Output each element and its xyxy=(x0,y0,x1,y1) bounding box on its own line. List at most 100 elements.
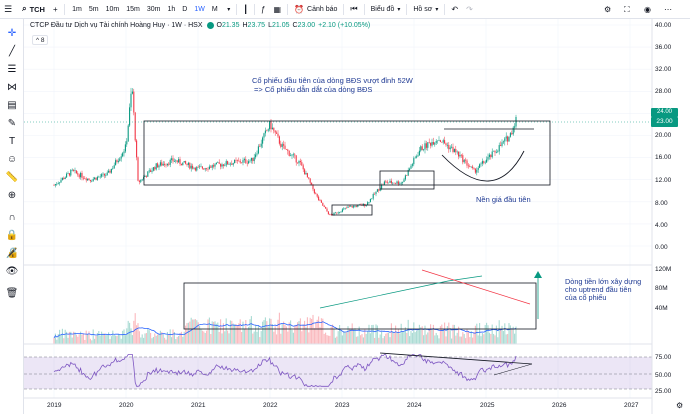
candle-body xyxy=(252,157,254,162)
profile-menu-button[interactable]: Hồ sơ ▾ xyxy=(409,0,442,19)
timeframe-1w[interactable]: 1W xyxy=(194,5,205,13)
snapshot-button[interactable]: ◉ xyxy=(644,0,651,19)
trendline-tool[interactable]: ╱ xyxy=(4,43,20,59)
volume-bar xyxy=(515,326,517,344)
chart-area[interactable] xyxy=(24,19,654,414)
replay-button[interactable]: ⏮ xyxy=(346,0,361,19)
lock-tool[interactable]: 🔒 xyxy=(4,227,20,243)
volume-bar xyxy=(507,333,509,344)
pattern-icon: ⋈ xyxy=(7,81,17,93)
volume-bar xyxy=(297,322,299,344)
alert-button[interactable]: ⏰ Cảnh báo xyxy=(290,0,341,19)
fib-tool[interactable]: ☰ xyxy=(4,61,20,77)
timeframe-d[interactable]: D xyxy=(182,5,188,13)
candle-body xyxy=(470,166,472,168)
volume-bar xyxy=(150,332,152,344)
fullscreen-button[interactable]: ⛶ xyxy=(624,0,630,19)
channel-tool[interactable]: ▤ xyxy=(4,97,20,113)
volume-bar xyxy=(218,331,220,344)
crosshair-tool[interactable]: ✛ xyxy=(4,25,20,41)
volume-bar xyxy=(347,326,349,344)
volume-bar xyxy=(397,329,399,344)
indicators-icon: ƒ xyxy=(261,4,266,14)
candle-body xyxy=(411,164,413,166)
volume-bar xyxy=(106,334,108,344)
candle-body xyxy=(326,208,328,212)
chart-menu-button[interactable]: Biểu đồ ▾ xyxy=(367,0,405,19)
candle-body xyxy=(96,176,98,180)
timeframe-15m[interactable]: 15m xyxy=(126,5,140,13)
volume-bar xyxy=(488,332,490,344)
axis-settings-button[interactable]: ⚙ xyxy=(676,401,683,410)
volume-bar xyxy=(280,333,282,344)
layout-button[interactable]: ▦ xyxy=(270,0,286,19)
candle-body xyxy=(368,202,370,203)
candle-body xyxy=(501,142,503,146)
candle-body xyxy=(238,160,240,162)
magnet-tool[interactable]: ∩ xyxy=(4,209,20,225)
symbol-search[interactable]: ⌕ TCH xyxy=(16,0,49,19)
volume-bar xyxy=(148,330,150,344)
undo-button[interactable]: ↶ xyxy=(447,0,462,19)
volume-bar xyxy=(252,333,254,344)
indicators-button[interactable]: ƒ xyxy=(257,0,269,19)
volume-bar xyxy=(179,333,181,344)
volume-bar xyxy=(277,319,279,344)
timeframe-1h[interactable]: 1h xyxy=(167,5,176,13)
volume-bar xyxy=(312,314,314,344)
trash-icon: 🗑 xyxy=(5,287,19,299)
candle-body xyxy=(159,162,161,166)
timeframe-m[interactable]: M xyxy=(211,5,218,13)
timeframe-10m[interactable]: 10m xyxy=(105,5,120,13)
volume-bar xyxy=(326,335,328,344)
candle-body xyxy=(285,149,287,150)
price-tick: 36.00 xyxy=(655,44,672,51)
candle-body xyxy=(155,163,157,170)
pattern-tool[interactable]: ⋈ xyxy=(4,79,20,95)
volume-bar xyxy=(140,337,142,344)
candle-body xyxy=(458,151,460,157)
lock-all-tool[interactable]: 🔏 xyxy=(4,245,20,261)
volume-bar xyxy=(173,332,175,344)
volume-bar xyxy=(416,330,418,344)
zoom-tool[interactable]: ⊕ xyxy=(4,187,20,203)
menu-icon[interactable]: ☰ xyxy=(4,3,13,14)
text-tool[interactable]: T xyxy=(4,133,20,149)
candle-body xyxy=(147,171,149,177)
timeframe-5m[interactable]: 5m xyxy=(88,5,99,13)
volume-bar xyxy=(221,333,223,344)
volume-bar xyxy=(242,321,244,344)
volume-bar xyxy=(378,337,380,344)
candle-body xyxy=(357,204,359,207)
timeframe-1m[interactable]: 1m xyxy=(72,5,82,13)
add-symbol-button[interactable]: + xyxy=(49,0,62,19)
more-button[interactable]: ⋯ xyxy=(664,0,672,19)
price-tick: 0.00 xyxy=(655,244,668,251)
collapse-indicators-button[interactable]: ^ 8 xyxy=(32,35,49,45)
settings-button[interactable]: ⚙ xyxy=(604,0,611,19)
volume-bar xyxy=(428,329,430,344)
volume-bar xyxy=(63,338,65,344)
candle-body xyxy=(56,184,58,185)
chart-type-button[interactable]: ┃ xyxy=(239,0,252,19)
redo-button[interactable]: ↷ xyxy=(462,0,477,19)
timeframe-dropdown[interactable]: ▾ xyxy=(223,0,234,19)
volume-bar xyxy=(158,334,160,344)
candle-body xyxy=(165,164,167,166)
volume-bar xyxy=(509,325,511,344)
volume-bar xyxy=(448,322,450,344)
candle-body xyxy=(274,130,276,133)
measure-tool[interactable]: 📏 xyxy=(4,169,20,185)
timeframe-30m[interactable]: 30m xyxy=(146,5,161,13)
candle-body xyxy=(124,144,126,152)
volume-bar xyxy=(109,339,111,344)
volume-bar xyxy=(495,325,497,344)
candle-body xyxy=(507,136,509,142)
candle-body xyxy=(353,206,355,208)
volume-bar xyxy=(203,331,205,344)
delete-tool[interactable]: 🗑 xyxy=(4,285,20,301)
candle-body xyxy=(323,205,325,208)
hide-tool[interactable]: 👁 xyxy=(4,263,20,279)
brush-tool[interactable]: ✎ xyxy=(4,115,20,131)
emoji-tool[interactable]: ☺ xyxy=(4,151,20,167)
